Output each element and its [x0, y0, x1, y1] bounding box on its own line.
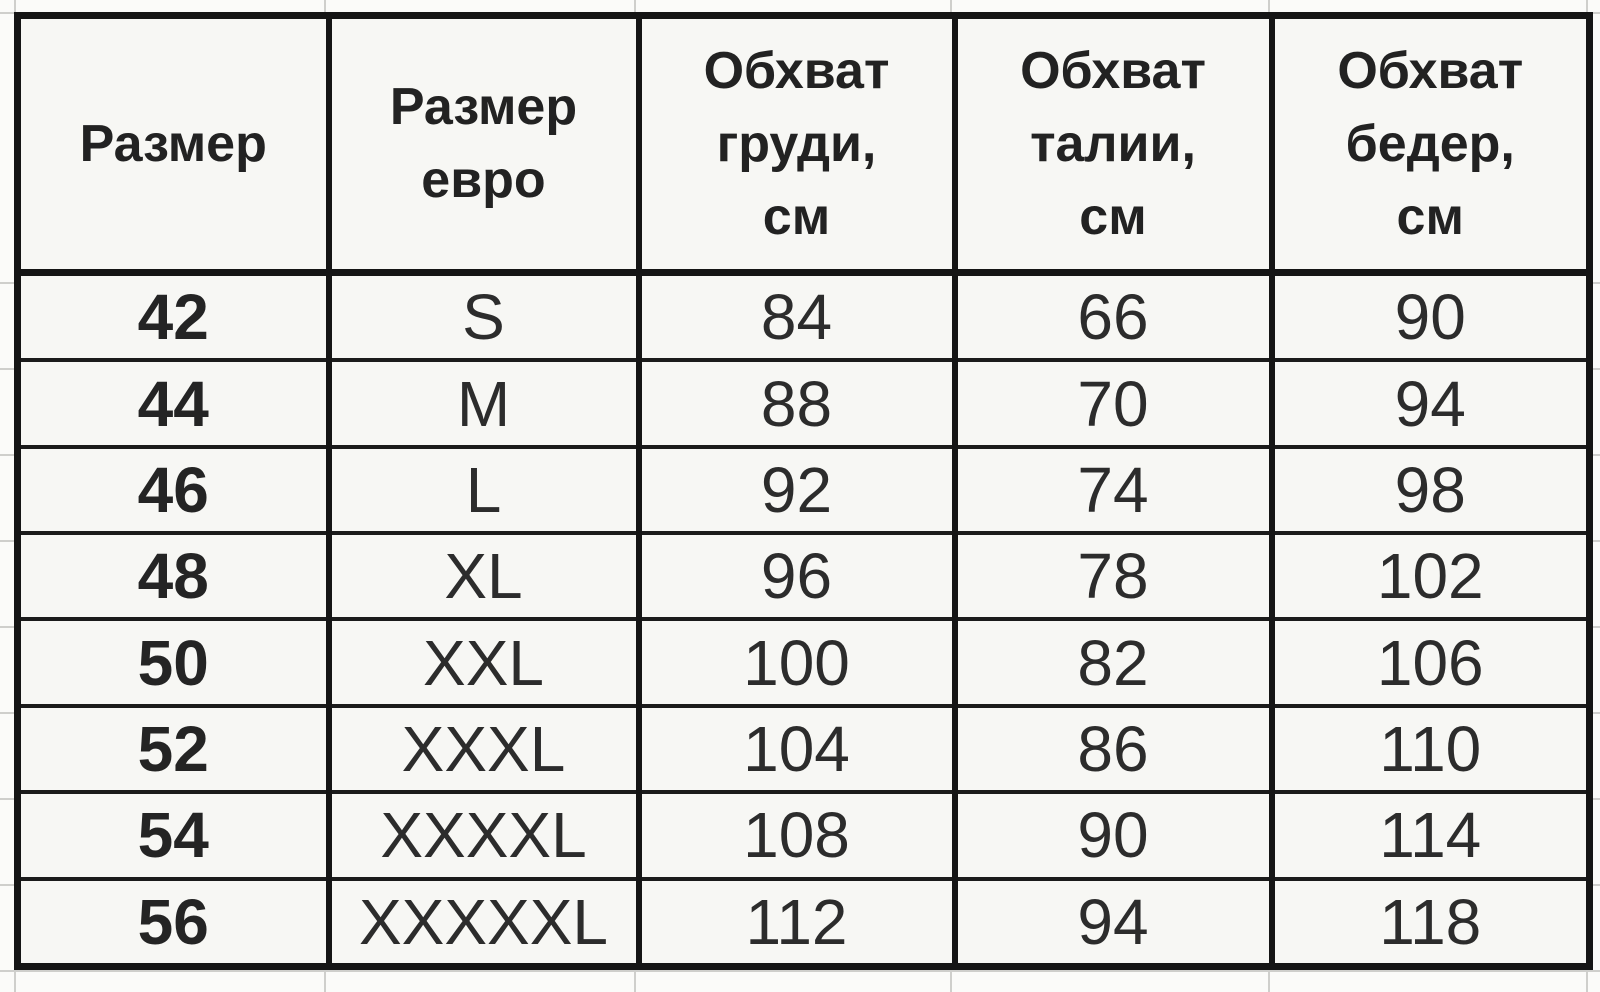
column-header-size[interactable]: Размер	[17, 15, 329, 276]
cell-chest[interactable]: 92	[635, 444, 955, 534]
cell-waist[interactable]: 94	[951, 876, 1272, 967]
cell-hips[interactable]: 102	[1268, 531, 1590, 620]
cell-waist[interactable]: 90	[951, 790, 1272, 879]
cell-waist[interactable]: 86	[951, 703, 1272, 793]
column-header-size-euro[interactable]: Размер евро	[325, 15, 639, 276]
table-row: 52 XXXL 104 86 110	[17, 703, 1590, 793]
cell-hips[interactable]: 110	[1268, 703, 1590, 793]
table-row: 56 XXXXXL 112 94 118	[17, 876, 1590, 967]
cell-size_euro[interactable]: XXXXXL	[325, 876, 639, 967]
cell-hips[interactable]: 90	[1268, 272, 1590, 361]
cell-size[interactable]: 46	[17, 444, 329, 534]
table-row: 54 XXXXL 108 90 114	[17, 790, 1590, 879]
cell-chest[interactable]: 88	[635, 358, 955, 447]
cell-waist[interactable]: 74	[951, 444, 1272, 534]
table-body: 42 S 84 66 90 44 M 88 70 94 46 L 92 74 98 48 XL 96 78 102 50…	[17, 272, 1590, 967]
table-row: 44 M 88 70 94	[17, 358, 1590, 447]
cell-chest[interactable]: 100	[635, 617, 955, 706]
column-header-hips[interactable]: Обхват бедер, см	[1268, 15, 1590, 276]
cell-chest[interactable]: 84	[635, 272, 955, 361]
table-row: 50 XXL 100 82 106	[17, 617, 1590, 706]
cell-hips[interactable]: 106	[1268, 617, 1590, 706]
cell-size[interactable]: 52	[17, 703, 329, 793]
cell-size[interactable]: 44	[17, 358, 329, 447]
cell-waist[interactable]: 82	[951, 617, 1272, 706]
cell-size_euro[interactable]: S	[325, 272, 639, 361]
sheet-gridline-horizontal	[0, 970, 1600, 972]
cell-hips[interactable]: 114	[1268, 790, 1590, 879]
cell-chest[interactable]: 112	[635, 876, 955, 967]
cell-size[interactable]: 56	[17, 876, 329, 967]
cell-size[interactable]: 42	[137, 281, 209, 354]
header-row: Размер Размер евро Обхват груди, см Обхв…	[17, 15, 1590, 276]
column-header-chest[interactable]: Обхват груди, см	[635, 15, 955, 276]
cell-size[interactable]: 54	[17, 790, 329, 879]
column-header-waist[interactable]: Обхват талии, см	[951, 15, 1272, 276]
cell-size_euro[interactable]: XXL	[325, 617, 639, 706]
table-row: 48 XL 96 78 102	[17, 531, 1590, 620]
cell-size_euro[interactable]: XXXL	[325, 703, 639, 793]
cell-hips[interactable]: 118	[1268, 876, 1590, 967]
cell-waist[interactable]: 66	[951, 272, 1272, 361]
cell-size_euro[interactable]: M	[325, 358, 639, 447]
cell-hips[interactable]: 98	[1268, 444, 1590, 534]
cell-size_euro[interactable]: XXXXL	[325, 790, 639, 879]
cell-hips[interactable]: 94	[1268, 358, 1590, 447]
cell-waist[interactable]: 70	[951, 358, 1272, 447]
cell-size[interactable]: 48	[17, 531, 329, 620]
table-row: 46 L 92 74 98	[17, 444, 1590, 534]
cell-size_euro[interactable]: L	[325, 444, 639, 534]
cell-size[interactable]: 50	[17, 617, 329, 706]
cell-waist[interactable]: 78	[951, 531, 1272, 620]
cell-chest[interactable]: 96	[635, 531, 955, 620]
cell-size_euro[interactable]: XL	[325, 531, 639, 620]
size-chart-table: Размер Размер евро Обхват груди, см Обхв…	[14, 12, 1593, 970]
cell-chest[interactable]: 104	[635, 703, 955, 793]
cell-chest[interactable]: 108	[635, 790, 955, 879]
table-row: 42 S 84 66 90	[18, 272, 1590, 361]
